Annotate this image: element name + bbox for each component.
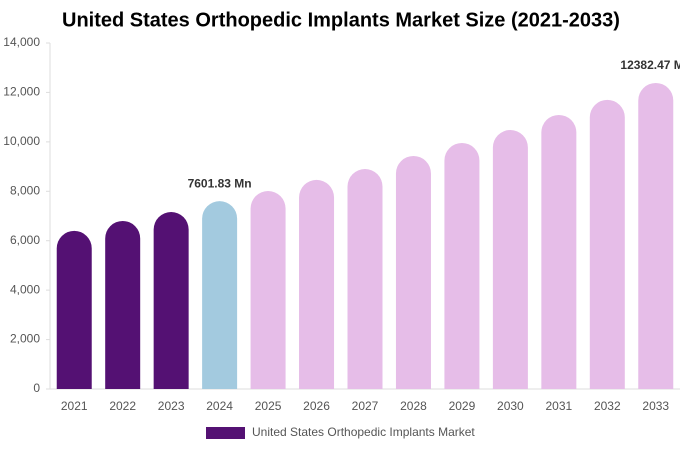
bar	[395, 155, 431, 389]
x-tick-label: 2026	[303, 399, 330, 413]
y-tick-label: 10,000	[3, 134, 40, 148]
x-tick-label: 2029	[449, 399, 476, 413]
bar	[444, 142, 480, 389]
x-tick-label: 2021	[61, 399, 88, 413]
x-tick-label: 2023	[158, 399, 185, 413]
bar	[153, 212, 189, 389]
x-tick-label: 2022	[109, 399, 136, 413]
bar	[589, 99, 625, 389]
y-tick-label: 8,000	[10, 183, 40, 197]
y-tick-label: 14,000	[3, 35, 40, 49]
bar	[56, 230, 92, 389]
y-tick-label: 4,000	[10, 282, 40, 296]
x-tick-label: 2028	[400, 399, 427, 413]
bar	[250, 191, 286, 389]
x-tick-label: 2033	[642, 399, 669, 413]
x-tick-label: 2025	[255, 399, 282, 413]
y-tick-label: 2,000	[10, 332, 40, 346]
bar	[492, 129, 528, 390]
chart-title: United States Orthopedic Implants Market…	[62, 9, 620, 31]
legend-swatch	[206, 427, 245, 439]
bar	[202, 201, 238, 389]
bar	[299, 179, 335, 389]
x-tick-label: 2030	[497, 399, 524, 413]
y-tick-label: 0	[33, 381, 40, 395]
legend-label: United States Orthopedic Implants Market	[252, 425, 475, 439]
value-label: 12382.47 Mn	[620, 58, 680, 72]
y-tick-label: 12,000	[3, 85, 40, 99]
x-tick-label: 2024	[206, 399, 233, 413]
bar	[638, 82, 674, 389]
value-label: 7601.83 Mn	[188, 176, 252, 190]
y-tick-label: 6,000	[10, 233, 40, 247]
x-tick-label: 2032	[594, 399, 621, 413]
x-tick-label: 2027	[352, 399, 379, 413]
bar	[105, 220, 141, 389]
bar	[541, 114, 577, 389]
x-tick-label: 2031	[545, 399, 572, 413]
bar	[347, 169, 383, 389]
